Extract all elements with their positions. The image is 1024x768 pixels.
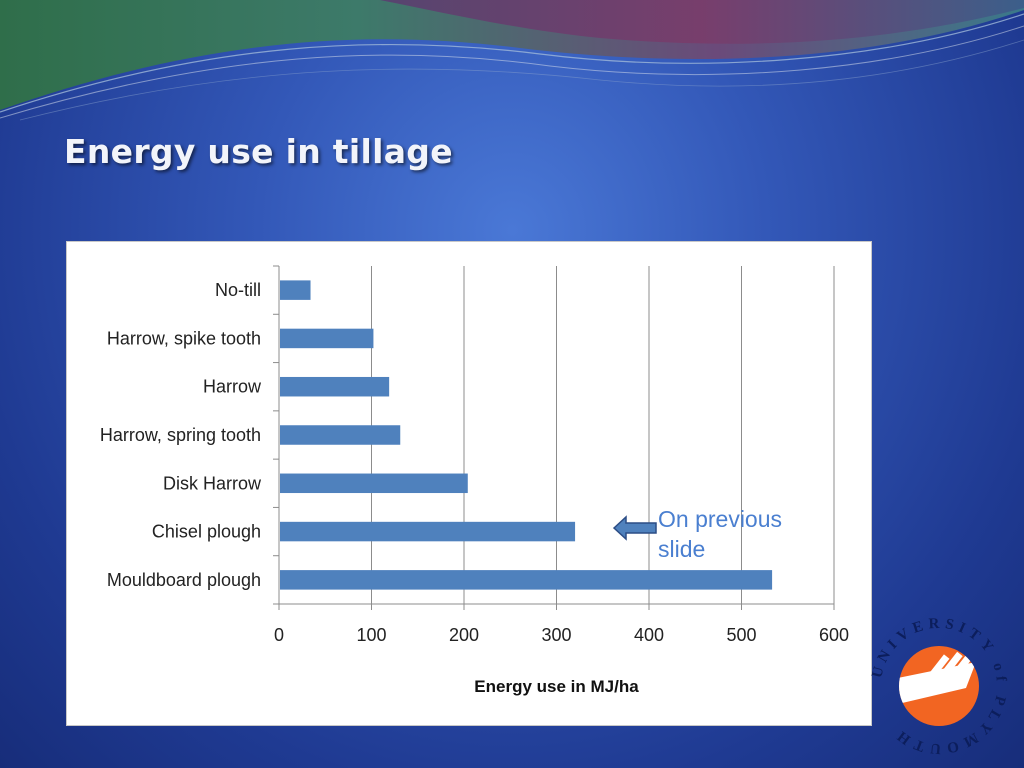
category-label: Harrow, spike tooth bbox=[107, 328, 261, 348]
bar-mouldboard-plough bbox=[280, 570, 773, 590]
x-tick-label: 300 bbox=[541, 625, 571, 645]
bar-harrow-spring-tooth bbox=[280, 425, 401, 445]
chart-panel: 0 100 200 300 400 500 600 No-till Harrow, spike … bbox=[66, 241, 872, 726]
category-label: No-till bbox=[215, 280, 261, 300]
previous-slide-note: On previous slide bbox=[658, 506, 783, 562]
x-tick-label: 200 bbox=[449, 625, 479, 645]
slide-title: Energy use in tillage bbox=[64, 132, 453, 171]
x-tick-label: 100 bbox=[356, 625, 386, 645]
x-tick-label: 600 bbox=[819, 625, 849, 645]
bar-harrow-spike-tooth bbox=[280, 328, 374, 349]
x-axis-title: Energy use in MJ/ha bbox=[474, 677, 639, 696]
x-tick-label: 400 bbox=[634, 625, 664, 645]
bar-no-till bbox=[280, 280, 311, 300]
category-label: Mouldboard plough bbox=[107, 570, 261, 590]
category-label: Chisel plough bbox=[152, 522, 261, 542]
university-logo: UNIVERSITY of PLYMOUTH bbox=[869, 616, 1004, 757]
category-label: Harrow bbox=[203, 377, 262, 397]
bar-disk-harrow bbox=[280, 473, 468, 494]
bar-harrow bbox=[280, 376, 390, 397]
category-label: Harrow, spring tooth bbox=[100, 425, 261, 445]
x-tick-label: 0 bbox=[274, 625, 284, 645]
arrow-left-icon bbox=[612, 515, 657, 541]
category-label: Disk Harrow bbox=[163, 473, 262, 493]
logo-emblem bbox=[899, 649, 976, 704]
bar-chart: 0 100 200 300 400 500 600 No-till Harrow, spike … bbox=[100, 265, 849, 696]
bar-chisel-plough bbox=[280, 521, 576, 542]
x-tick-label: 500 bbox=[726, 625, 756, 645]
